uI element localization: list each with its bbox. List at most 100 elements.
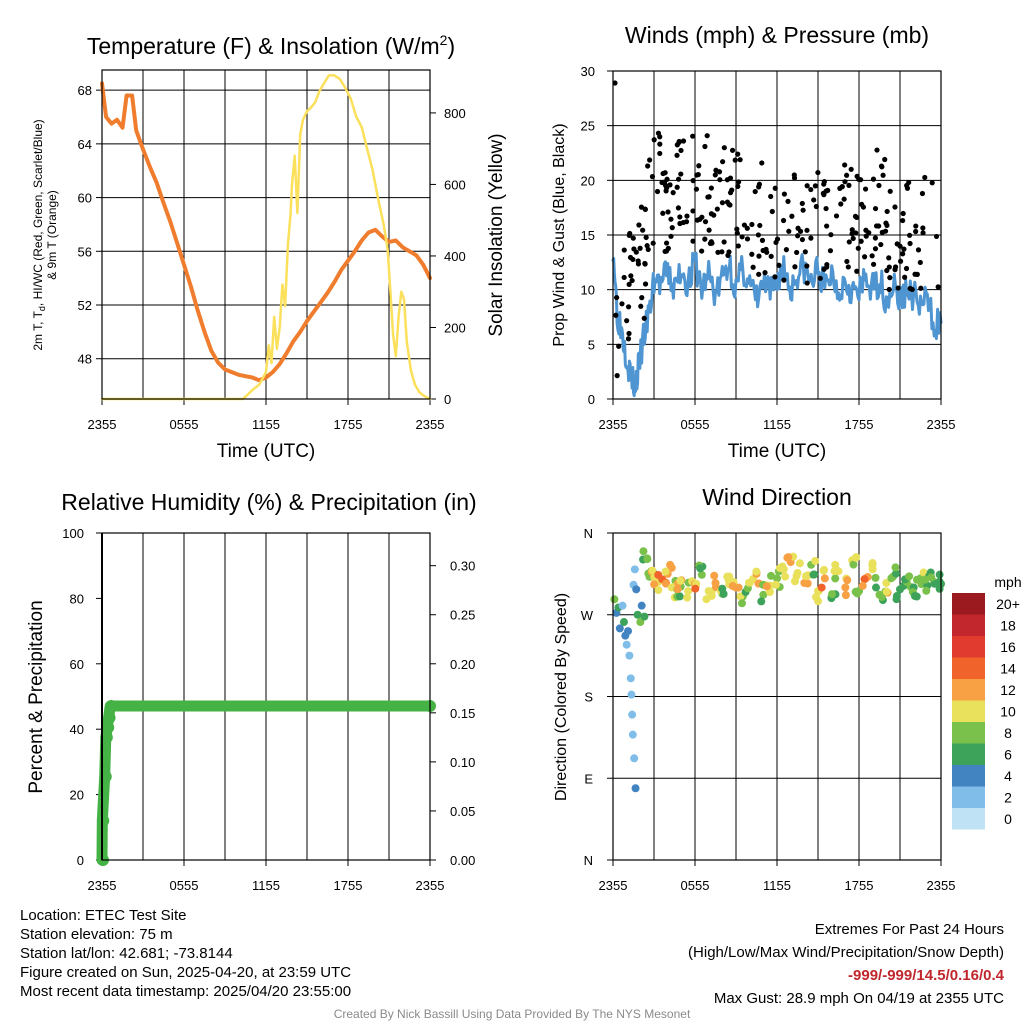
- gust-point: [678, 147, 684, 154]
- gust-point: [757, 222, 763, 229]
- gust-point: [886, 255, 892, 261]
- direction-point: [843, 576, 852, 585]
- gust-point: [854, 173, 860, 179]
- temperature-ylabel-line2: & 9m T (Orange): [45, 190, 59, 280]
- precip-point: [100, 731, 113, 744]
- direction-point: [707, 588, 716, 597]
- gust-point: [741, 222, 748, 228]
- gust-point: [665, 209, 671, 215]
- winds-xtick-label: 1755: [845, 417, 874, 432]
- direction-point: [841, 591, 850, 600]
- gust-point: [874, 147, 880, 153]
- gust-point: [759, 237, 766, 243]
- gust-point: [697, 216, 703, 222]
- direction-point: [871, 583, 880, 592]
- precip-ytick-label: 0.30: [450, 559, 475, 574]
- gust-point: [872, 205, 879, 212]
- recent-timestamp: Most recent data timestamp: 2025/04/20 2…: [20, 983, 352, 1000]
- gust-point: [719, 200, 726, 206]
- gust-point: [721, 239, 727, 245]
- gust-point: [719, 249, 725, 255]
- temperature-ytick-label: 56: [78, 244, 92, 259]
- gust-point: [769, 208, 775, 215]
- direction-point: [851, 587, 860, 596]
- gust-point: [642, 206, 648, 213]
- gust-point: [665, 245, 671, 251]
- direction-point: [891, 563, 900, 572]
- gust-point: [884, 208, 890, 215]
- gust-point: [639, 295, 645, 301]
- gust-point: [844, 258, 850, 265]
- temperature-xtick-label: 0555: [170, 417, 199, 432]
- gust-point: [642, 261, 648, 267]
- gust-point: [892, 204, 898, 210]
- colorbar-swatch: [952, 636, 985, 658]
- gust-point: [734, 226, 740, 232]
- gust-point: [776, 262, 782, 268]
- winds-ytick-label: 20: [581, 173, 595, 188]
- gust-point: [791, 175, 798, 181]
- direction-ytick-label: N: [584, 526, 593, 541]
- winds-ytick-label: 15: [581, 228, 595, 243]
- colorbar-title: mph: [994, 574, 1021, 590]
- direction-point: [912, 592, 921, 601]
- gust-point: [880, 172, 886, 178]
- gust-point: [643, 234, 649, 241]
- gust-point: [750, 264, 756, 270]
- precip-ytick-label: 0.00: [450, 853, 475, 868]
- direction-point: [639, 547, 648, 556]
- winds-title: Winds (mph) & Pressure (mb): [625, 22, 929, 48]
- gust-point: [781, 191, 787, 197]
- direction-point: [696, 564, 705, 573]
- gust-point: [781, 277, 787, 283]
- direction-point: [757, 597, 766, 606]
- colorbar-label: 4: [1004, 768, 1012, 784]
- gust-point: [702, 219, 709, 225]
- gust-point: [772, 185, 778, 191]
- gust-point: [702, 143, 708, 150]
- humidity-title: Relative Humidity (%) & Precipitation (i…: [61, 489, 476, 515]
- gust-point: [900, 217, 906, 224]
- colorbar-swatch: [952, 593, 985, 615]
- direction-point: [630, 754, 639, 763]
- gust-point: [804, 263, 810, 269]
- gust-point: [919, 190, 926, 197]
- gust-point: [736, 179, 742, 185]
- gust-point: [752, 188, 758, 195]
- direction-point: [625, 651, 634, 660]
- temperature-xtick-label: 2355: [416, 417, 445, 432]
- colorbar-label: 2: [1004, 790, 1012, 806]
- direction-point: [801, 572, 810, 581]
- direction-point: [719, 589, 728, 598]
- direction-point: [820, 574, 829, 583]
- direction-ytick-label: N: [584, 853, 593, 868]
- direction-point: [849, 560, 858, 569]
- gust-point: [853, 230, 859, 236]
- gust-point: [792, 264, 798, 270]
- gust-point: [917, 259, 923, 266]
- gust-point: [724, 177, 730, 183]
- direction-point: [841, 583, 850, 592]
- precip-point: [103, 711, 116, 724]
- colorbar-swatch: [952, 808, 985, 830]
- prop-wind-line: [611, 251, 943, 398]
- precip-ytick-label: 0.10: [450, 755, 475, 770]
- gust-point: [768, 253, 774, 259]
- winds-ylabel: Prop Wind & Gust (Blue, Black): [551, 123, 568, 346]
- gust-point: [737, 157, 743, 163]
- winds-ytick-label: 0: [588, 392, 595, 407]
- direction-point: [610, 595, 619, 604]
- direction-point: [767, 571, 776, 580]
- gust-point: [854, 268, 860, 274]
- gust-point: [702, 236, 708, 242]
- gust-point: [614, 294, 620, 301]
- gust-point: [785, 198, 791, 204]
- temperature-ylabel: 2m T, Td, HI/WC (Red, Green, Scarlet/Blu…: [31, 119, 59, 350]
- temperature-ytick-label: 60: [78, 191, 92, 206]
- gust-point: [675, 176, 682, 182]
- winds-ytick-label: 5: [588, 337, 595, 352]
- gust-point: [660, 210, 666, 216]
- direction-ylabel: Direction (Colored By Speed): [553, 593, 570, 801]
- gust-point: [799, 200, 805, 207]
